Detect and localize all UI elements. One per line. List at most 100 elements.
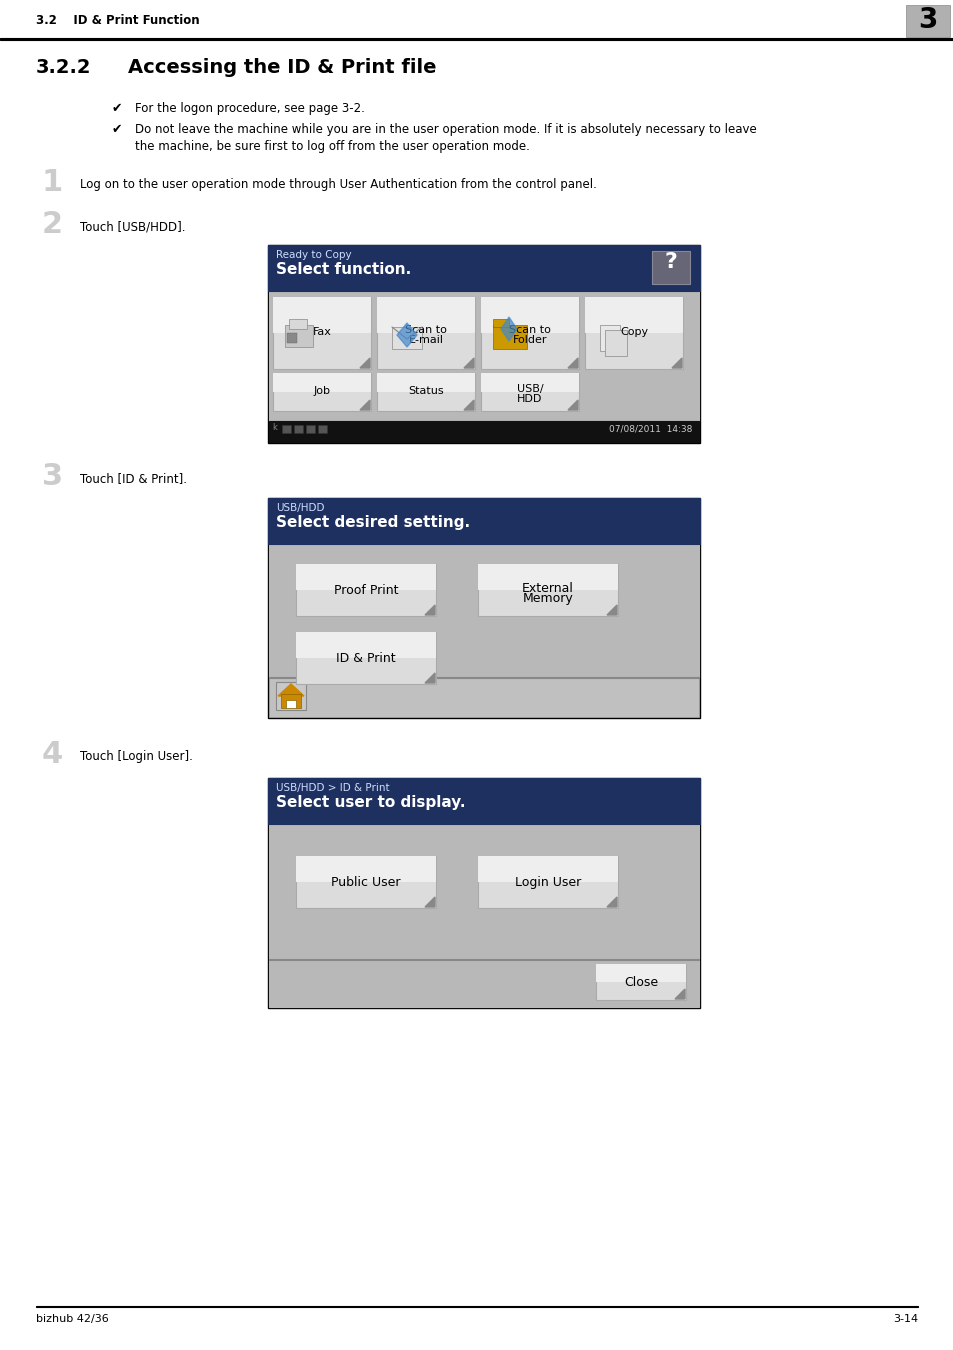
Bar bbox=[477, 856, 618, 882]
Bar bbox=[268, 244, 700, 443]
Bar bbox=[296, 633, 436, 684]
Text: Proof Print: Proof Print bbox=[334, 585, 397, 597]
Bar bbox=[480, 373, 578, 410]
Text: For the logon procedure, see page 3-2.: For the logon procedure, see page 3-2. bbox=[135, 103, 364, 115]
Bar bbox=[274, 374, 372, 412]
Bar bbox=[584, 297, 682, 369]
Text: k: k bbox=[272, 423, 276, 432]
Bar bbox=[597, 965, 686, 1000]
Bar bbox=[269, 544, 699, 678]
Bar bbox=[269, 292, 699, 421]
Bar bbox=[295, 632, 436, 657]
Text: 3-14: 3-14 bbox=[892, 1314, 917, 1324]
Text: Status: Status bbox=[408, 386, 443, 396]
Text: ✔: ✔ bbox=[112, 123, 122, 136]
Bar bbox=[481, 374, 579, 412]
Text: bizhub 42/36: bizhub 42/36 bbox=[36, 1314, 109, 1324]
Text: Close: Close bbox=[623, 976, 658, 990]
Text: USB/HDD: USB/HDD bbox=[275, 504, 324, 513]
Polygon shape bbox=[424, 605, 435, 616]
Text: E-mail: E-mail bbox=[408, 335, 443, 346]
Text: Do not leave the machine while you are in the user operation mode. If it is abso: Do not leave the machine while you are i… bbox=[135, 123, 756, 136]
Bar bbox=[273, 297, 371, 369]
Text: Log on to the user operation mode through User Authentication from the control p: Log on to the user operation mode throug… bbox=[80, 178, 597, 190]
Polygon shape bbox=[606, 896, 617, 907]
Bar bbox=[268, 778, 700, 1008]
Bar bbox=[477, 856, 618, 909]
Bar bbox=[273, 373, 371, 391]
Bar bbox=[493, 325, 526, 350]
Bar bbox=[295, 856, 436, 909]
Text: Accessing the ID & Print file: Accessing the ID & Print file bbox=[128, 58, 436, 77]
Bar bbox=[376, 373, 475, 410]
Bar bbox=[480, 297, 578, 333]
Text: ID & Print: ID & Print bbox=[335, 652, 395, 666]
Bar bbox=[273, 373, 371, 410]
Bar bbox=[269, 421, 699, 441]
Bar bbox=[294, 425, 303, 433]
Polygon shape bbox=[463, 400, 474, 410]
Bar bbox=[269, 960, 699, 1007]
Text: 4: 4 bbox=[42, 740, 63, 770]
Text: 3.2.2: 3.2.2 bbox=[36, 58, 91, 77]
Bar bbox=[477, 564, 618, 616]
Text: Select desired setting.: Select desired setting. bbox=[275, 514, 470, 531]
Bar bbox=[604, 329, 626, 356]
Bar bbox=[376, 373, 475, 391]
Text: 3.2    ID & Print Function: 3.2 ID & Print Function bbox=[36, 14, 199, 27]
Polygon shape bbox=[500, 317, 517, 342]
Text: ✔: ✔ bbox=[112, 103, 122, 115]
Bar bbox=[275, 682, 306, 710]
Bar bbox=[296, 566, 436, 617]
Bar bbox=[905, 5, 949, 36]
Text: USB/HDD > ID & Print: USB/HDD > ID & Print bbox=[275, 783, 389, 792]
Polygon shape bbox=[567, 400, 578, 410]
Text: Ready to Copy: Ready to Copy bbox=[275, 250, 352, 261]
Bar bbox=[268, 498, 700, 718]
Text: Scan to: Scan to bbox=[509, 325, 551, 335]
Text: 1: 1 bbox=[42, 167, 63, 197]
Bar bbox=[596, 964, 685, 1000]
Text: Touch [Login User].: Touch [Login User]. bbox=[80, 751, 193, 763]
Text: 3: 3 bbox=[918, 5, 937, 34]
Polygon shape bbox=[277, 684, 304, 697]
Bar bbox=[0, 0, 953, 42]
Bar bbox=[481, 298, 579, 370]
Bar bbox=[289, 319, 307, 329]
Bar bbox=[295, 564, 436, 616]
Bar bbox=[269, 678, 699, 717]
Bar bbox=[287, 333, 296, 343]
Bar bbox=[478, 857, 618, 909]
Polygon shape bbox=[675, 990, 684, 999]
Bar bbox=[295, 632, 436, 684]
Text: Login User: Login User bbox=[515, 876, 580, 890]
Text: HDD: HDD bbox=[517, 394, 542, 404]
Polygon shape bbox=[424, 674, 435, 683]
Bar bbox=[480, 297, 578, 369]
Bar bbox=[493, 319, 509, 327]
Bar bbox=[477, 564, 618, 590]
Bar bbox=[268, 498, 700, 544]
Bar bbox=[296, 857, 436, 909]
Bar bbox=[268, 778, 700, 824]
Text: Touch [USB/HDD].: Touch [USB/HDD]. bbox=[80, 220, 185, 234]
Bar bbox=[392, 327, 421, 350]
Bar bbox=[286, 701, 295, 707]
Polygon shape bbox=[359, 358, 370, 369]
Polygon shape bbox=[359, 400, 370, 410]
Text: Memory: Memory bbox=[522, 593, 573, 605]
Bar bbox=[376, 297, 475, 369]
Bar bbox=[273, 297, 371, 333]
Polygon shape bbox=[606, 605, 617, 616]
Text: Copy: Copy bbox=[619, 327, 647, 338]
Bar bbox=[269, 824, 699, 960]
Text: the machine, be sure first to log off from the user operation mode.: the machine, be sure first to log off fr… bbox=[135, 140, 529, 153]
Text: 07/08/2011  14:38: 07/08/2011 14:38 bbox=[608, 425, 691, 433]
Text: Scan to: Scan to bbox=[405, 325, 446, 335]
Bar bbox=[281, 694, 301, 707]
Polygon shape bbox=[567, 358, 578, 369]
Polygon shape bbox=[424, 896, 435, 907]
Bar bbox=[376, 297, 475, 333]
Bar bbox=[377, 298, 476, 370]
Bar bbox=[274, 298, 372, 370]
